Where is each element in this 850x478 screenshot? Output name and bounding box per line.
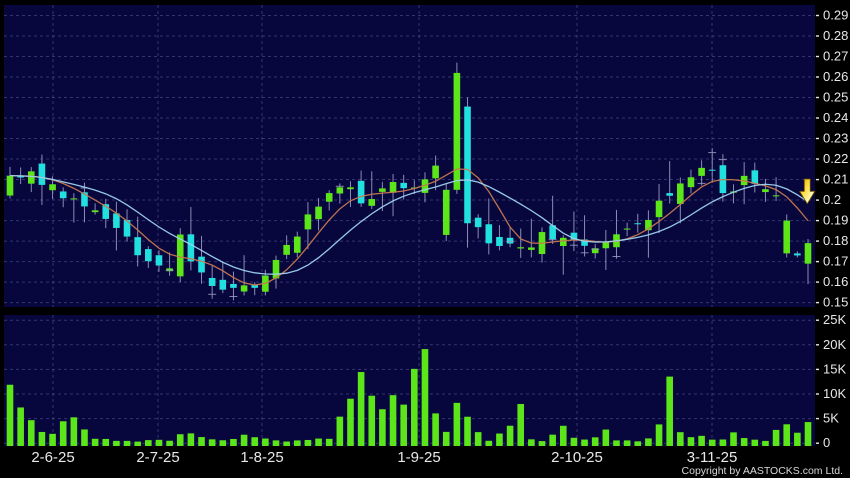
svg-text:0.17: 0.17	[823, 254, 848, 269]
svg-text:0: 0	[823, 435, 830, 450]
svg-text:0.16: 0.16	[823, 274, 848, 289]
svg-text:0.19: 0.19	[823, 213, 848, 228]
svg-text:20K: 20K	[823, 337, 846, 352]
svg-text:15K: 15K	[823, 361, 846, 376]
svg-text:2-7-25: 2-7-25	[136, 449, 179, 466]
svg-text:3-11-25: 3-11-25	[687, 449, 738, 466]
svg-text:10K: 10K	[823, 386, 846, 401]
svg-text:1-8-25: 1-8-25	[240, 449, 283, 466]
svg-text:Copyright by AASTOCKS.com Ltd.: Copyright by AASTOCKS.com Ltd.	[682, 465, 843, 477]
svg-text:0.28: 0.28	[823, 28, 848, 43]
svg-text:0.15: 0.15	[823, 295, 848, 310]
svg-text:0.23: 0.23	[823, 131, 848, 146]
svg-text:0.21: 0.21	[823, 172, 848, 187]
svg-text:5K: 5K	[823, 411, 839, 426]
svg-text:2-10-25: 2-10-25	[551, 449, 603, 466]
svg-text:0.2: 0.2	[823, 192, 841, 207]
svg-text:0.27: 0.27	[823, 49, 848, 64]
svg-text:25K: 25K	[823, 312, 846, 327]
svg-text:0.29: 0.29	[823, 8, 848, 23]
svg-text:0.22: 0.22	[823, 151, 848, 166]
svg-text:0.18: 0.18	[823, 233, 848, 248]
svg-text:0.26: 0.26	[823, 69, 848, 84]
svg-text:0.25: 0.25	[823, 90, 848, 105]
svg-text:2-6-25: 2-6-25	[31, 449, 74, 466]
svg-text:1-9-25: 1-9-25	[397, 449, 440, 466]
svg-text:0.24: 0.24	[823, 110, 848, 125]
